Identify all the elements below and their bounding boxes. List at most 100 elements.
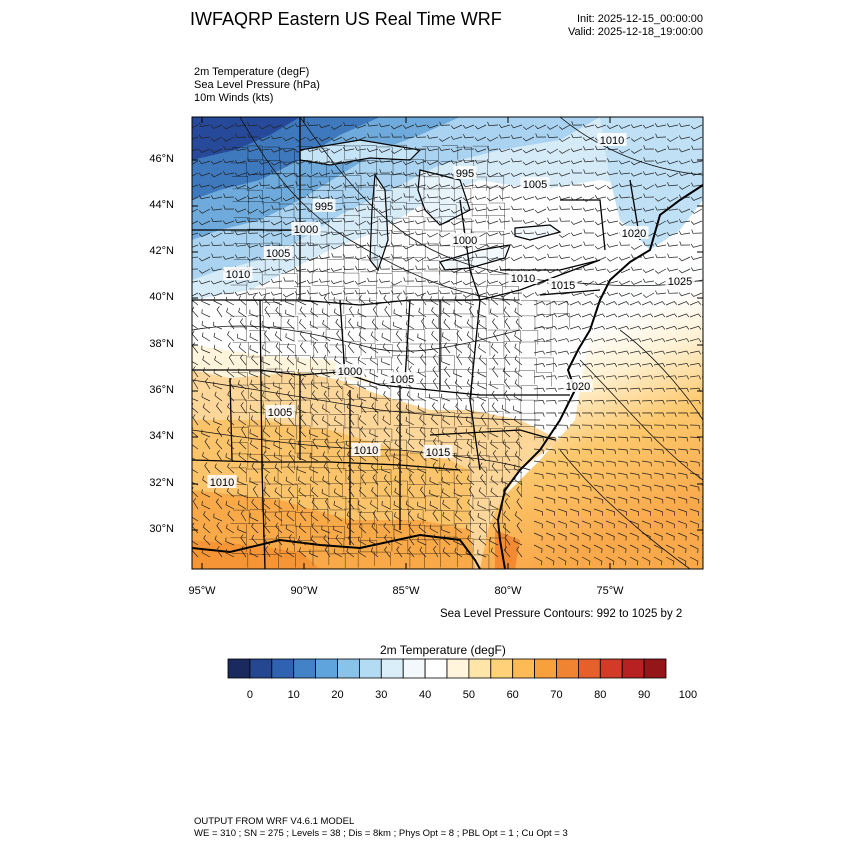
county-line [281, 316, 299, 331]
county-line [456, 326, 473, 342]
wind-barb [593, 484, 604, 492]
wind-barb [595, 157, 607, 162]
wind-barb [545, 532, 555, 541]
valid-time: Valid: 2025-12-18_19:00:00 [568, 26, 703, 38]
wind-barb [606, 291, 619, 296]
wind-barb [331, 253, 342, 258]
latitude-label: 46°N [149, 153, 174, 165]
wind-barb [405, 296, 415, 306]
wind-barb [358, 331, 367, 342]
wind-barb [690, 159, 703, 164]
wind-barb [397, 389, 403, 402]
wind-barb [427, 218, 439, 223]
wind-barb [403, 277, 415, 282]
wind-barb [263, 522, 271, 534]
wind-barb [677, 400, 689, 405]
wind-barb [294, 266, 307, 271]
wind-barb [582, 123, 595, 128]
county-line [342, 272, 360, 288]
pressure-label: 995 [315, 201, 333, 213]
wind-barb [642, 278, 655, 283]
county-line [343, 288, 360, 303]
county-line [438, 216, 455, 231]
wind-barb [533, 544, 543, 553]
wind-barb [204, 378, 211, 390]
wind-barb [282, 196, 295, 202]
wind-barb [415, 133, 427, 138]
wind-barb [545, 508, 555, 516]
wind-barb [581, 436, 593, 442]
wind-barb [323, 354, 331, 366]
county-line [503, 357, 520, 372]
wind-barb [270, 135, 283, 140]
county-line [391, 246, 408, 261]
wind-barb [275, 390, 283, 402]
county-line [457, 426, 474, 441]
wind-barb [333, 548, 343, 558]
wind-barb [689, 460, 700, 467]
wind-barb [492, 450, 499, 462]
wind-barb [533, 424, 545, 430]
wind-barb [641, 363, 654, 368]
wind-barb [593, 472, 604, 479]
wind-barb [581, 350, 594, 355]
wind-barb [454, 320, 463, 330]
wind-barb [642, 171, 655, 176]
wind-barb [514, 416, 523, 426]
wind-barb [513, 405, 523, 414]
wind-barb [593, 508, 603, 516]
wind-barb [690, 292, 703, 297]
wind-barb [643, 193, 655, 198]
wind-barb [354, 196, 367, 201]
wind-barb [546, 231, 559, 236]
wind-barb [463, 145, 475, 150]
wind-barb [665, 325, 678, 330]
colorbar-swatch [424, 658, 448, 679]
wind-barb [456, 330, 463, 342]
wind-barb [346, 547, 355, 558]
county-line [409, 399, 426, 414]
wind-barb [330, 267, 343, 272]
wind-barb [581, 508, 591, 516]
wind-barb [462, 256, 475, 261]
wind-barb [629, 508, 639, 516]
wind-barb [273, 321, 283, 330]
wind-barb [393, 525, 403, 534]
latitude-label: 32°N [149, 477, 174, 489]
wind-barb [535, 133, 547, 138]
county-line [326, 329, 344, 344]
county-line [230, 537, 247, 552]
county-line [329, 553, 346, 568]
wind-barb [653, 436, 665, 442]
wind-barb [383, 522, 391, 534]
county-line [232, 342, 249, 357]
wind-barb [474, 268, 487, 274]
wind-barb [545, 350, 558, 355]
wind-barb [432, 354, 439, 366]
wind-barb [323, 534, 331, 546]
county-line [312, 439, 329, 454]
wind-barb [225, 500, 235, 510]
pressure-label-box [508, 271, 538, 284]
wind-barb [358, 548, 367, 558]
wind-barb [514, 331, 523, 342]
wind-barb [347, 474, 355, 486]
wind-barb [492, 354, 499, 366]
wind-barb [642, 268, 655, 274]
county-line [503, 441, 520, 457]
county-line [326, 190, 344, 205]
wind-barb [270, 266, 283, 271]
wind-barb [324, 546, 331, 558]
county-line [392, 399, 409, 414]
wind-barb [581, 460, 592, 467]
wind-barb [318, 219, 331, 224]
wind-barb [665, 375, 678, 380]
county-line [230, 162, 247, 177]
county-line [342, 553, 359, 568]
county-line [279, 553, 296, 568]
wind-barb [238, 307, 247, 318]
wind-barb [309, 429, 319, 438]
county-line [280, 173, 298, 188]
wind-barb [478, 535, 487, 546]
wind-barb [310, 379, 319, 390]
